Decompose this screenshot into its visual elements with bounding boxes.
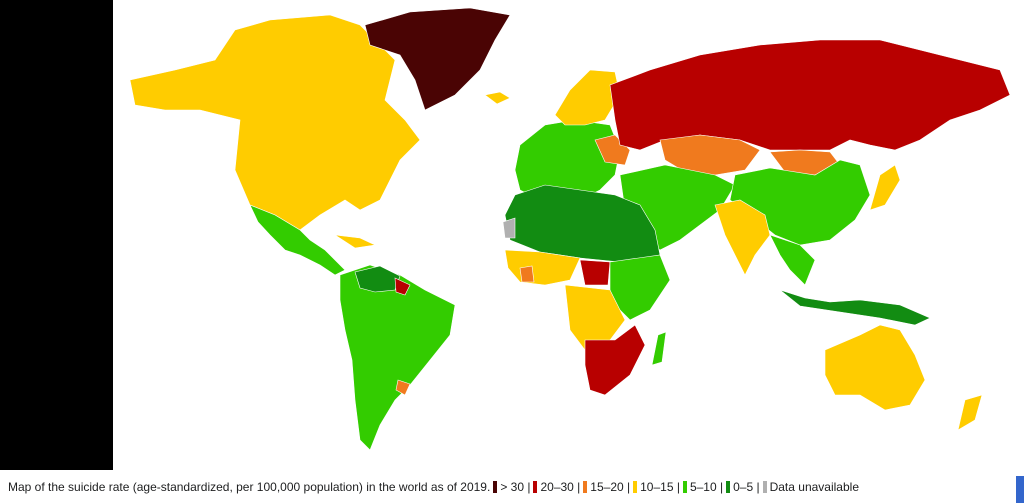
legend-label: 0–5 xyxy=(733,480,754,494)
south-america xyxy=(339,264,456,451)
scandinavia xyxy=(554,69,621,126)
legend-label: 15–20 xyxy=(590,480,624,494)
legend-label: > 30 xyxy=(500,480,525,494)
central-america xyxy=(249,204,346,276)
separator: | xyxy=(753,480,760,494)
caption: Map of the suicide rate (age-standardize… xyxy=(8,479,859,495)
australia xyxy=(824,324,926,411)
legend-label: 5–10 xyxy=(689,480,717,494)
separator: | xyxy=(623,480,631,494)
separator: | xyxy=(716,480,724,494)
legend-swatch xyxy=(533,481,538,493)
legend-swatch xyxy=(682,481,687,493)
separator: | xyxy=(524,480,531,494)
uruguay xyxy=(395,379,411,396)
legend-swatch xyxy=(762,481,767,493)
madagascar xyxy=(651,331,667,366)
japan xyxy=(869,164,901,211)
canada-usa xyxy=(129,14,421,231)
separator: | xyxy=(673,480,680,494)
western-sahara xyxy=(502,217,516,239)
legend-label: 20–30 xyxy=(540,480,574,494)
suriname xyxy=(394,277,411,296)
legend: > 30 | 20–30 | 15–20 | 10–15 | 5–10 | 0–5 | Da… xyxy=(490,480,859,494)
russia xyxy=(609,39,1011,151)
world-map xyxy=(129,7,1011,451)
southeast-asia xyxy=(769,234,816,286)
west-africa-orange xyxy=(519,265,535,283)
legend-swatch xyxy=(633,481,638,493)
greenland xyxy=(364,7,511,111)
kazakhstan xyxy=(659,134,761,176)
legend-swatch xyxy=(583,481,588,493)
iceland xyxy=(484,91,511,105)
venezuela-guyana xyxy=(354,265,401,293)
legend-swatch xyxy=(726,481,731,493)
legend-swatch xyxy=(493,481,498,493)
southern-africa xyxy=(584,324,646,396)
legend-label: Data unavailable xyxy=(769,480,859,494)
indonesia xyxy=(779,289,931,326)
caption-text: Map of the suicide rate (age-standardize… xyxy=(8,480,491,494)
side-bar xyxy=(0,0,113,470)
caribbean xyxy=(334,234,377,249)
india xyxy=(714,199,771,276)
scroll-indicator xyxy=(1016,476,1024,503)
central-africa-red xyxy=(579,259,611,286)
new-zealand xyxy=(957,394,983,431)
legend-label: 10–15 xyxy=(640,480,674,494)
separator: | xyxy=(573,480,581,494)
